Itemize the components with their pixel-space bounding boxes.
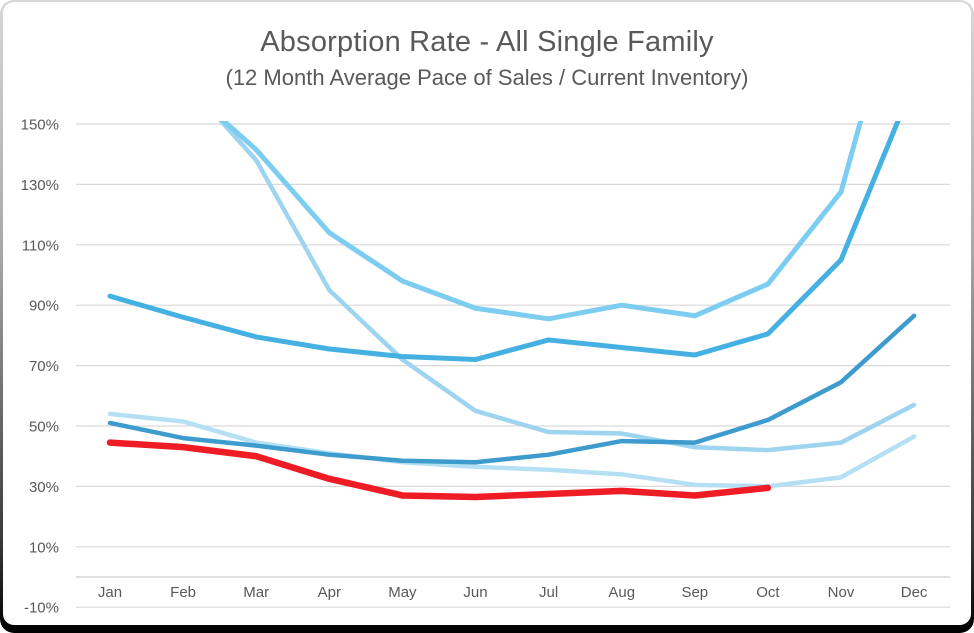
y-tick-label: 130% <box>21 177 59 194</box>
series-line-red-current <box>106 439 772 501</box>
x-tick-label: Jul <box>539 584 558 601</box>
y-tick-label: 150% <box>21 117 59 134</box>
x-tick-label: May <box>388 584 417 601</box>
chart-subtitle: (12 Month Average Pace of Sales / Curren… <box>225 65 749 90</box>
x-tick-label: Apr <box>318 584 341 601</box>
y-tick-label: 110% <box>22 237 59 254</box>
x-tick-label: Feb <box>170 584 196 601</box>
y-tick-label: 50% <box>29 419 59 436</box>
x-tick-label: Nov <box>828 584 855 601</box>
x-tick-label: Jan <box>98 584 122 601</box>
x-tick-label: Aug <box>608 584 635 601</box>
absorption-rate-chart: 150% 130% 110% 90% 70% 50% 30% 10% -10% Jan Feb Mar… <box>21 117 950 617</box>
x-tick-label: Mar <box>243 584 269 601</box>
y-tick-label: -10% <box>24 600 59 617</box>
series-line-palest-blue <box>107 411 917 489</box>
y-tick-label: 30% <box>29 479 59 496</box>
series-line-dark-blue <box>107 313 917 465</box>
x-tick-label: Jun <box>463 584 487 601</box>
series-line-sky-blue <box>220 121 864 322</box>
chart-canvas: Absorption Rate - All Single Family (12 … <box>3 2 971 625</box>
x-tick-label: Dec <box>901 584 928 601</box>
x-tick-label: Oct <box>756 584 780 601</box>
y-tick-label: 90% <box>29 298 59 315</box>
x-tick-label: Sep <box>681 584 708 601</box>
series-line-light-blue <box>217 121 917 453</box>
y-tick-label: 70% <box>29 358 59 375</box>
series-line-medium-blue <box>107 121 901 363</box>
chart-title: Absorption Rate - All Single Family <box>260 26 714 58</box>
y-tick-label: 10% <box>29 539 59 556</box>
